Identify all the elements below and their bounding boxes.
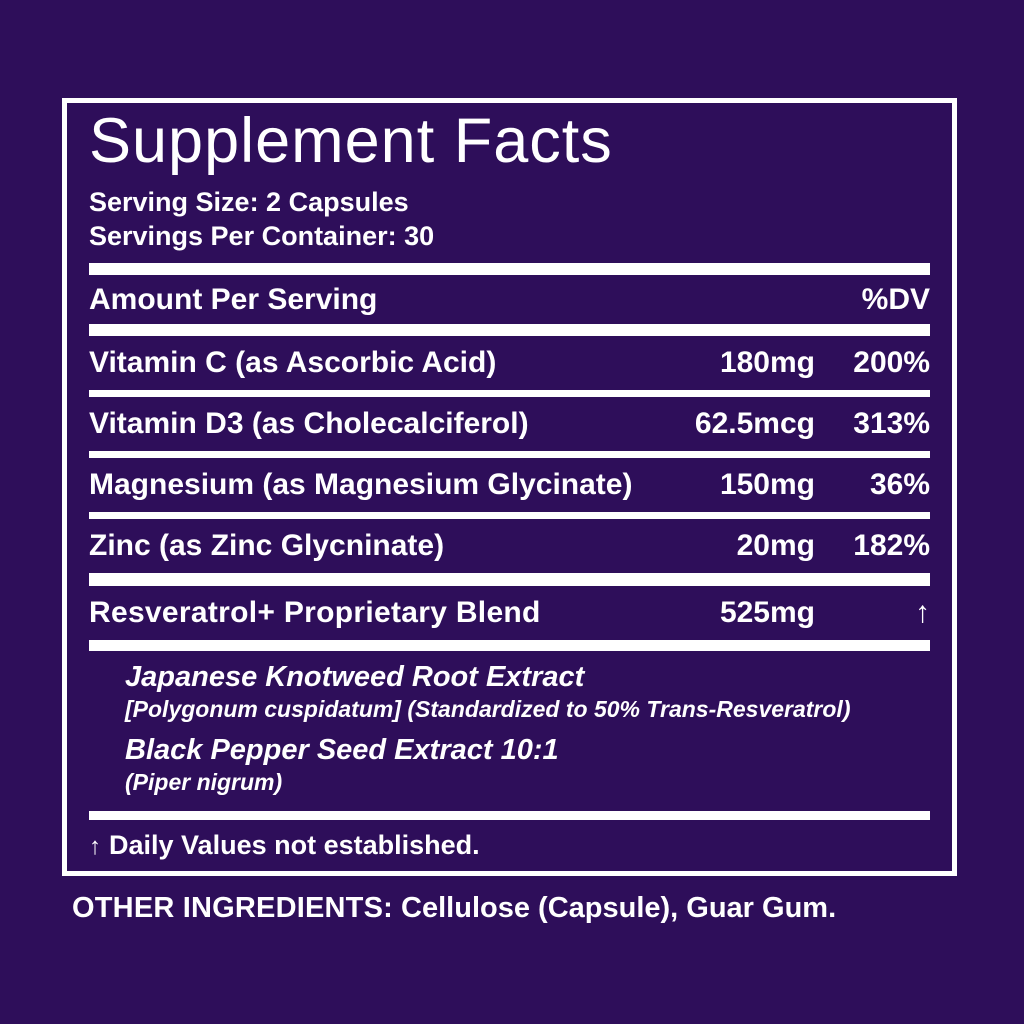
other-ingredients-text: Cellulose (Capsule), Guar Gum. — [393, 892, 837, 924]
divider — [89, 512, 930, 519]
column-header-row: Amount Per Serving %DV — [89, 275, 930, 324]
divider-below-blend — [89, 640, 930, 651]
dv-footnote: ↑ Daily Values not established. — [89, 820, 930, 864]
blend-item-black-pepper-detail: (Piper nigrum) — [125, 769, 283, 795]
nutrient-dv: 36% — [869, 468, 930, 501]
nutrient-dv: 200% — [853, 346, 930, 379]
blend-amount: 525mg — [719, 596, 815, 629]
nutrient-dv: 182% — [853, 529, 930, 562]
divider-above-footnote — [89, 811, 930, 820]
nutrient-amount: 20mg — [736, 529, 815, 562]
divider-below-header — [89, 324, 930, 336]
other-ingredients-line: OTHER INGREDIENTS: Cellulose (Capsule), … — [72, 890, 836, 926]
blend-item-knotweed-name: Japanese Knotweed Root Extract — [125, 661, 585, 693]
blend-item-black-pepper-name: Black Pepper Seed Extract 10:1 — [125, 734, 559, 766]
divider-above-blend — [89, 573, 930, 586]
divider — [89, 451, 930, 458]
nutrient-row-vitamin-d3: Vitamin D3 (as Cholecalciferol) 62.5mcg … — [89, 397, 930, 451]
panel-title: Supplement Facts — [89, 106, 613, 176]
serving-size: Serving Size: 2 Capsules — [89, 187, 409, 217]
nutrient-row-zinc: Zinc (as Zinc Glycninate) 20mg 182% — [89, 519, 930, 573]
amount-per-serving-header: Amount Per Serving — [89, 283, 378, 316]
nutrient-amount: 62.5mcg — [694, 407, 815, 440]
dagger-arrow-icon: ↑ — [89, 833, 101, 860]
divider-top-thick — [89, 263, 930, 275]
nutrient-dv: 313% — [853, 407, 930, 440]
blend-row: Resveratrol+ Proprietary Blend 525mg ↑ — [89, 586, 930, 640]
other-ingredients-label: OTHER INGREDIENTS: — [72, 892, 393, 924]
footnote-text: Daily Values not established. — [109, 830, 480, 860]
nutrient-row-vitamin-c: Vitamin C (as Ascorbic Acid) 180mg 200% — [89, 336, 930, 390]
nutrient-name: Vitamin D3 (as Cholecalciferol) — [89, 407, 529, 440]
nutrient-name: Magnesium (as Magnesium Glycinate) — [89, 468, 633, 501]
divider — [89, 390, 930, 397]
nutrient-amount: 180mg — [719, 346, 815, 379]
nutrient-amount: 150mg — [719, 468, 815, 501]
supplement-facts-panel: Supplement Facts Serving Size: 2 Capsule… — [62, 98, 957, 876]
dv-header: %DV — [861, 283, 930, 316]
blend-item-knotweed-detail: [Polygonum cuspidatum] (Standardized to … — [125, 696, 851, 722]
blend-name: Resveratrol+ Proprietary Blend — [89, 596, 541, 629]
servings-per-container: Servings Per Container: 30 — [89, 221, 435, 251]
nutrient-name: Vitamin C (as Ascorbic Acid) — [89, 346, 497, 379]
nutrient-name: Zinc (as Zinc Glycninate) — [89, 529, 445, 562]
dagger-arrow-icon: ↑ — [915, 596, 930, 629]
nutrient-row-magnesium: Magnesium (as Magnesium Glycinate) 150mg… — [89, 458, 930, 512]
